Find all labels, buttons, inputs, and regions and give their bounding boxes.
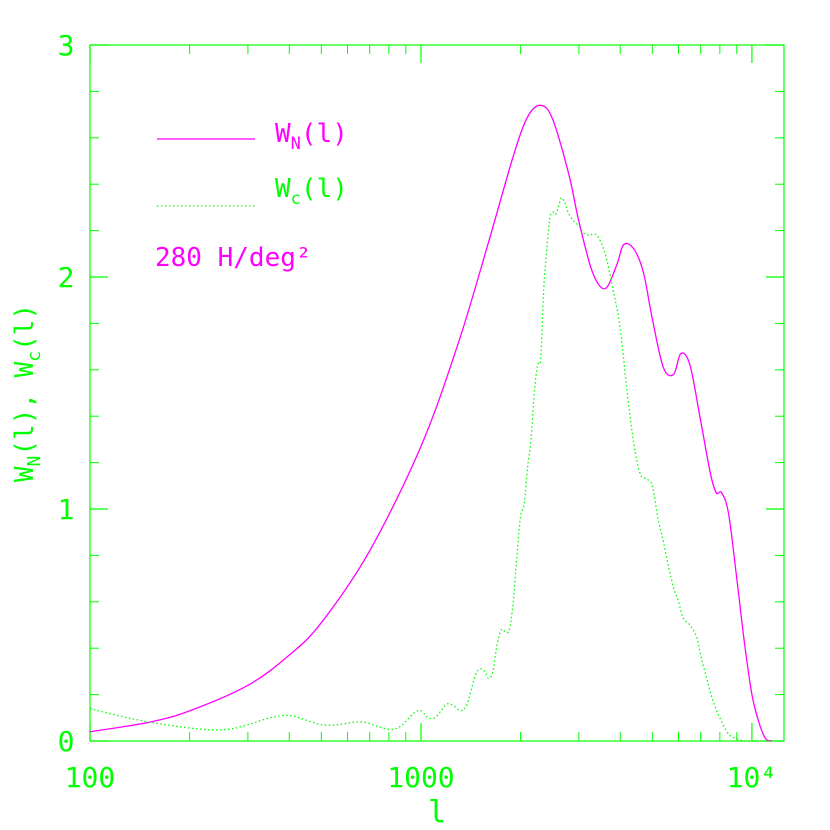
minor-ticks — [90, 45, 784, 741]
y-tick-label: 1 — [58, 493, 75, 526]
y-axis-label: WN(l), Wc(l) — [10, 304, 45, 482]
plot-frame — [89, 44, 785, 742]
series-line-wc — [89, 197, 773, 742]
series-line-wn — [89, 104, 773, 742]
legend-label-wc: Wc(l) — [275, 174, 348, 209]
y-tick-label: 0 — [58, 725, 75, 758]
x-tick-label: 1000 — [387, 761, 454, 794]
density-annotation: 280 H/deg² — [155, 243, 312, 273]
y-tick-label: 2 — [58, 261, 75, 294]
x-tick-label: 100 — [65, 761, 116, 794]
legend: WN(l) Wc(l) 280 H/deg² — [155, 119, 348, 273]
x-axis-label: l — [428, 795, 446, 830]
legend-label-wn: WN(l) — [275, 119, 348, 154]
tick-labels: 100 1000 10⁴ 0 1 2 3 — [58, 29, 778, 794]
x-tick-label: 10⁴ — [727, 761, 778, 794]
series-layer — [89, 104, 773, 742]
y-tick-label: 3 — [58, 29, 75, 62]
major-ticks — [89, 44, 784, 742]
